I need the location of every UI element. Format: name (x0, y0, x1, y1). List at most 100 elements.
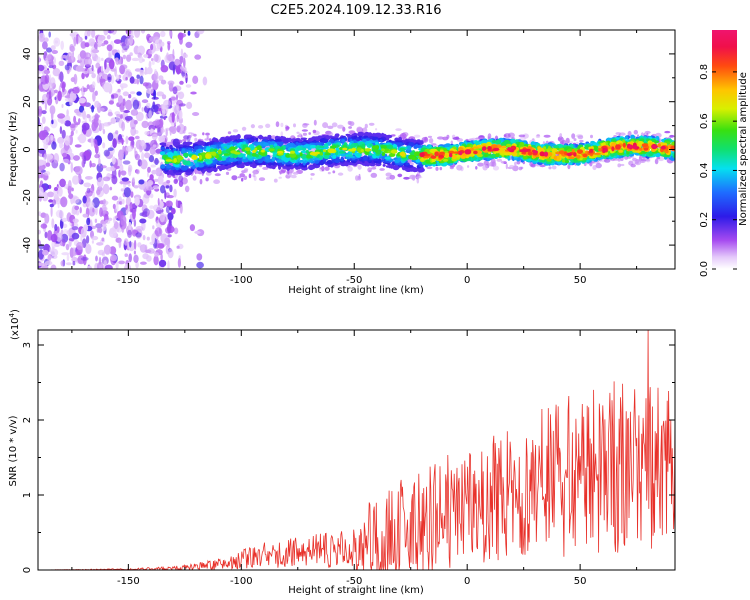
heatmap-cell (219, 164, 227, 170)
colorbar-ticks: 0.0 0.2 0.4 0.6 0.8 (699, 64, 737, 277)
heatmap-cell (91, 104, 95, 113)
heatmap-cell (166, 141, 174, 146)
heatmap-cell (198, 154, 203, 161)
heatmap-cell (86, 187, 91, 194)
heatmap-cell (91, 73, 96, 79)
heatmap-cell (577, 135, 584, 140)
heatmap-cell (68, 239, 72, 247)
heatmap-cell (255, 142, 263, 147)
heatmap-cell (169, 126, 175, 133)
heatmap-cell (136, 74, 140, 79)
heatmap-cell (483, 160, 489, 166)
heatmap-cell (108, 100, 114, 105)
heatmap-cell (347, 120, 352, 125)
heatmap-cell (140, 159, 148, 170)
heatmap-cell (617, 163, 621, 168)
heatmap-cell (84, 42, 90, 48)
heatmap-cell (50, 77, 56, 87)
heatmap-cell (279, 171, 282, 175)
heatmap-cell (142, 234, 146, 241)
heatmap-cell (339, 151, 346, 154)
heatmap-cell (120, 188, 125, 192)
heatmap-cell (113, 216, 116, 224)
heatmap-cell (518, 134, 526, 138)
heatmap-cell (309, 151, 317, 156)
heatmap-cell (172, 48, 175, 59)
heatmap-cell (165, 200, 173, 208)
heatmap-cell (302, 132, 307, 136)
heatmap-cell (50, 119, 58, 129)
heatmap-cell (224, 138, 229, 144)
heatmap-cell (62, 54, 67, 59)
heatmap-cell (94, 218, 98, 223)
heatmap-cell (271, 135, 276, 140)
snr-xlabel: Height of straight line (km) (288, 585, 424, 596)
heatmap-cell (132, 176, 135, 183)
heatmap-cell (300, 134, 303, 139)
heatmap-cell (337, 124, 344, 129)
heatmap-cell (450, 140, 453, 145)
heatmap-cell (307, 147, 312, 151)
heatmap-cell (66, 262, 72, 266)
heatmap-cell (117, 88, 121, 93)
heatmap-cell (360, 161, 366, 166)
heatmap-cell (527, 151, 533, 156)
heatmap-cell (129, 91, 136, 95)
heatmap-cell (102, 142, 106, 149)
heatmap-cell (177, 258, 181, 268)
heatmap-cell (147, 166, 151, 173)
heatmap-cell (180, 48, 184, 58)
heatmap-cell (176, 160, 181, 163)
heatmap-cell (81, 86, 84, 97)
heatmap-cell (174, 58, 181, 66)
heatmap-cell (91, 240, 94, 244)
heatmap-cell (178, 103, 186, 107)
heatmap-cell (134, 153, 140, 161)
heatmap-cell (150, 43, 154, 51)
heatmap-cell (213, 148, 218, 153)
heatmap-cell (141, 152, 145, 161)
heatmap-cell (368, 169, 372, 173)
heatmap-cell (160, 146, 165, 151)
svg-text:(x104): (x104) (8, 309, 21, 340)
heatmap-cell (157, 175, 164, 185)
heatmap-cell (146, 236, 150, 241)
heatmap-cell (98, 158, 101, 167)
heatmap-cell (431, 143, 437, 146)
heatmap-cell (184, 185, 190, 193)
heatmap-cell (181, 148, 186, 154)
heatmap-cell (67, 69, 70, 75)
heatmap-cell (129, 52, 133, 57)
heatmap-cell (119, 102, 125, 113)
heatmap-cell (50, 248, 59, 257)
heatmap-cell (65, 243, 70, 251)
heatmap-cell (133, 239, 137, 250)
heatmap-cell (54, 96, 57, 101)
heatmap-cell (99, 207, 103, 218)
heatmap-cell (115, 74, 120, 81)
heatmap-cell (191, 155, 198, 160)
heatmap-cell (146, 66, 153, 75)
heatmap-cell (543, 134, 551, 138)
heatmap-cell (50, 264, 57, 269)
heatmap-cell (54, 89, 58, 94)
heatmap-cell (173, 157, 177, 163)
heatmap-cell (613, 135, 617, 138)
heatmap-cell (416, 171, 421, 177)
heatmap-cell (446, 134, 450, 139)
heatmap-cell (38, 186, 44, 196)
heatmap-cell (669, 134, 675, 138)
heatmap-cell (100, 65, 104, 73)
heatmap-cell (159, 200, 164, 211)
heatmap-cell (214, 173, 221, 177)
heatmap-cell (232, 129, 239, 133)
heatmap-cell (59, 142, 64, 149)
heatmap-cell (330, 145, 337, 149)
heatmap-cell (72, 86, 80, 94)
heatmap-cell (332, 154, 337, 159)
snr-scale-exponent: 4 (8, 312, 16, 317)
heatmap-cell (582, 153, 588, 158)
heatmap-cell (112, 138, 117, 149)
heatmap-cell (178, 175, 184, 183)
heatmap-cell (136, 169, 140, 175)
